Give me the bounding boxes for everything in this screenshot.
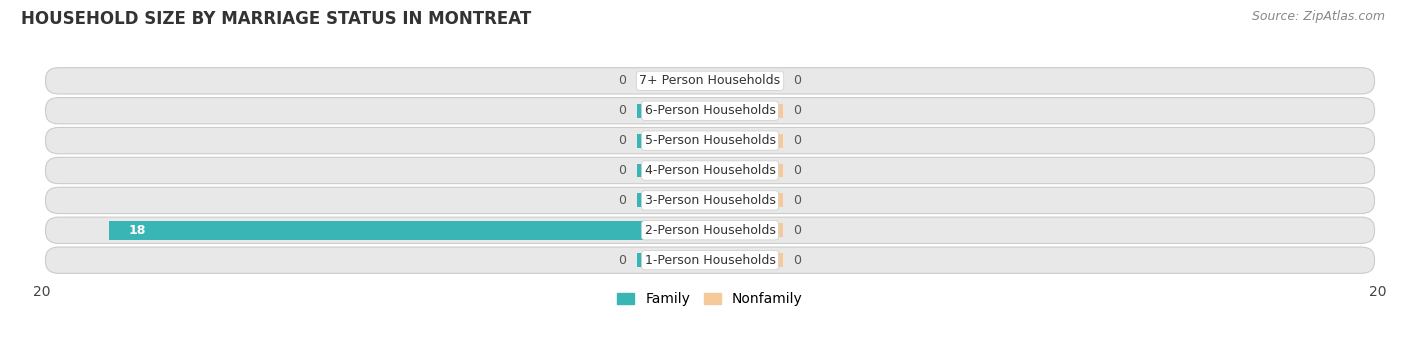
Text: 0: 0 [793, 254, 801, 267]
Bar [710, 74, 783, 88]
Legend: Family, Nonfamily: Family, Nonfamily [612, 287, 808, 312]
Text: 0: 0 [793, 74, 801, 87]
Bar [710, 193, 783, 207]
Text: Source: ZipAtlas.com: Source: ZipAtlas.com [1251, 10, 1385, 23]
Text: 4-Person Households: 4-Person Households [644, 164, 776, 177]
Text: 0: 0 [619, 254, 627, 267]
FancyBboxPatch shape [45, 187, 1375, 213]
Bar [710, 223, 783, 237]
Bar [637, 164, 710, 177]
Bar [637, 253, 710, 267]
FancyBboxPatch shape [45, 68, 1375, 94]
FancyBboxPatch shape [45, 98, 1375, 124]
Bar [710, 104, 783, 118]
Bar [637, 74, 710, 88]
FancyBboxPatch shape [45, 217, 1375, 243]
Bar [637, 134, 710, 148]
Text: HOUSEHOLD SIZE BY MARRIAGE STATUS IN MONTREAT: HOUSEHOLD SIZE BY MARRIAGE STATUS IN MON… [21, 10, 531, 28]
Bar [710, 253, 783, 267]
Text: 0: 0 [619, 194, 627, 207]
Text: 0: 0 [793, 134, 801, 147]
Text: 7+ Person Households: 7+ Person Households [640, 74, 780, 87]
Text: 0: 0 [793, 224, 801, 237]
FancyBboxPatch shape [45, 128, 1375, 154]
Text: 6-Person Households: 6-Person Households [644, 104, 776, 117]
FancyBboxPatch shape [45, 247, 1375, 273]
Bar [108, 221, 710, 240]
Text: 0: 0 [619, 74, 627, 87]
Text: 0: 0 [619, 104, 627, 117]
Text: 5-Person Households: 5-Person Households [644, 134, 776, 147]
Text: 18: 18 [129, 224, 146, 237]
Text: 0: 0 [619, 164, 627, 177]
Bar [710, 164, 783, 177]
Text: 0: 0 [793, 164, 801, 177]
Text: 0: 0 [793, 194, 801, 207]
Text: 0: 0 [619, 134, 627, 147]
Text: 3-Person Households: 3-Person Households [644, 194, 776, 207]
Bar [710, 134, 783, 148]
Bar [637, 104, 710, 118]
Text: 0: 0 [793, 104, 801, 117]
Text: 1-Person Households: 1-Person Households [644, 254, 776, 267]
Text: 2-Person Households: 2-Person Households [644, 224, 776, 237]
Bar [637, 193, 710, 207]
FancyBboxPatch shape [45, 157, 1375, 184]
